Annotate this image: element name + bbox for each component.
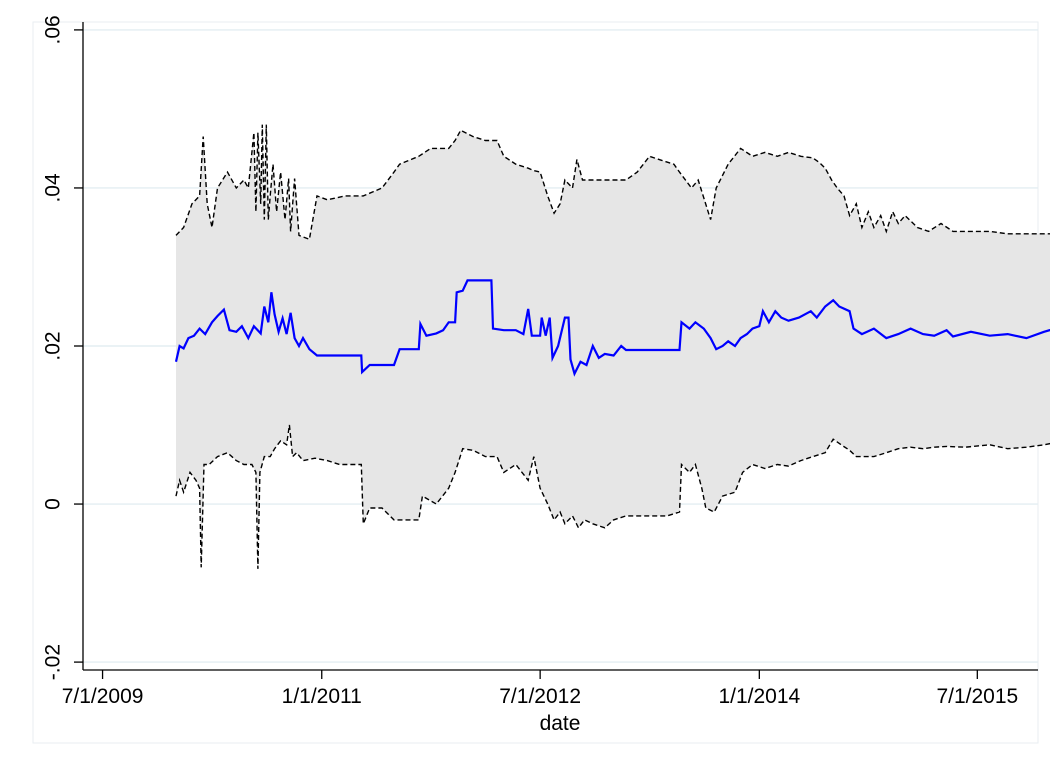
confidence-band-layer	[176, 124, 1050, 569]
estimate-line-layer	[174, 279, 1050, 377]
bound-lines-layer	[175, 124, 1050, 569]
x-tick-label: 1/1/2011	[282, 685, 362, 708]
x-tick-label: 1/1/2014	[718, 685, 800, 708]
y-tick-label: .06	[41, 15, 64, 44]
x-tick-label: 7/1/2015	[936, 685, 1018, 708]
y-tick-label: .02	[41, 331, 64, 360]
x-tick-label: 7/1/2009	[62, 685, 144, 708]
tick-layer: -.02 0 .02 .04 .06 7/1/2009 1/1/2011 7/1/2012 1/…	[41, 15, 1018, 708]
y-tick-label: .04	[41, 173, 64, 203]
y-tick-label: -.02	[41, 644, 64, 680]
confidence-band	[176, 124, 1050, 569]
x-tick-label: 7/1/2012	[499, 685, 581, 708]
y-tick-label: 0	[41, 498, 64, 510]
x-axis-title: date	[540, 712, 581, 735]
estimate-line	[174, 279, 1050, 377]
lower-bound-line	[175, 424, 1050, 569]
